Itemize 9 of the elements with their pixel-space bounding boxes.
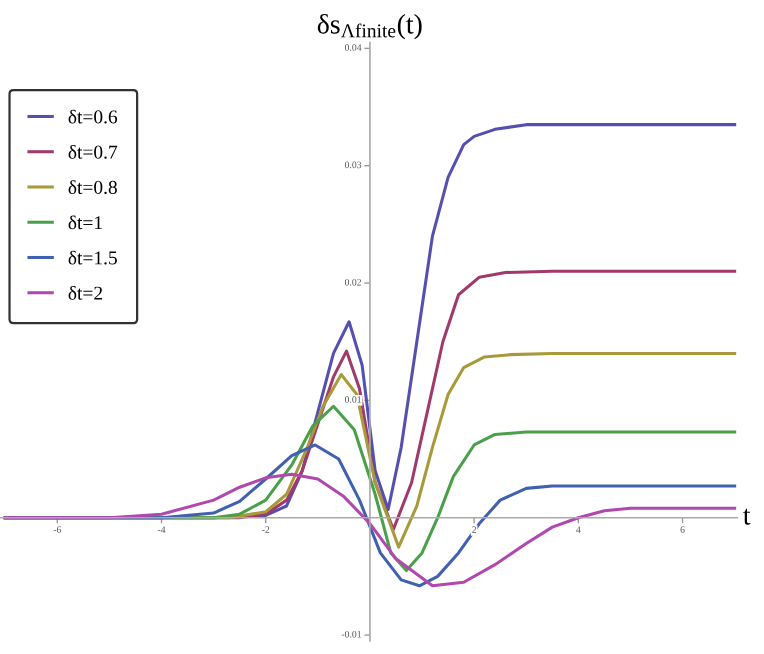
- line-series: [3, 472, 737, 588]
- legend-label: δt=2: [68, 285, 103, 300]
- legend-label: δt=1: [68, 215, 102, 230]
- legend-label: δt=0.7: [68, 144, 118, 159]
- y-axis-title: δs$_{Λfinite}$(t): [317, 13, 422, 40]
- legend-label: δt=0.6: [68, 109, 118, 124]
- legend-label: δt=0.8: [68, 180, 117, 195]
- legend-label: δt=1.5: [68, 250, 117, 265]
- x-axis-title: t: [743, 508, 751, 525]
